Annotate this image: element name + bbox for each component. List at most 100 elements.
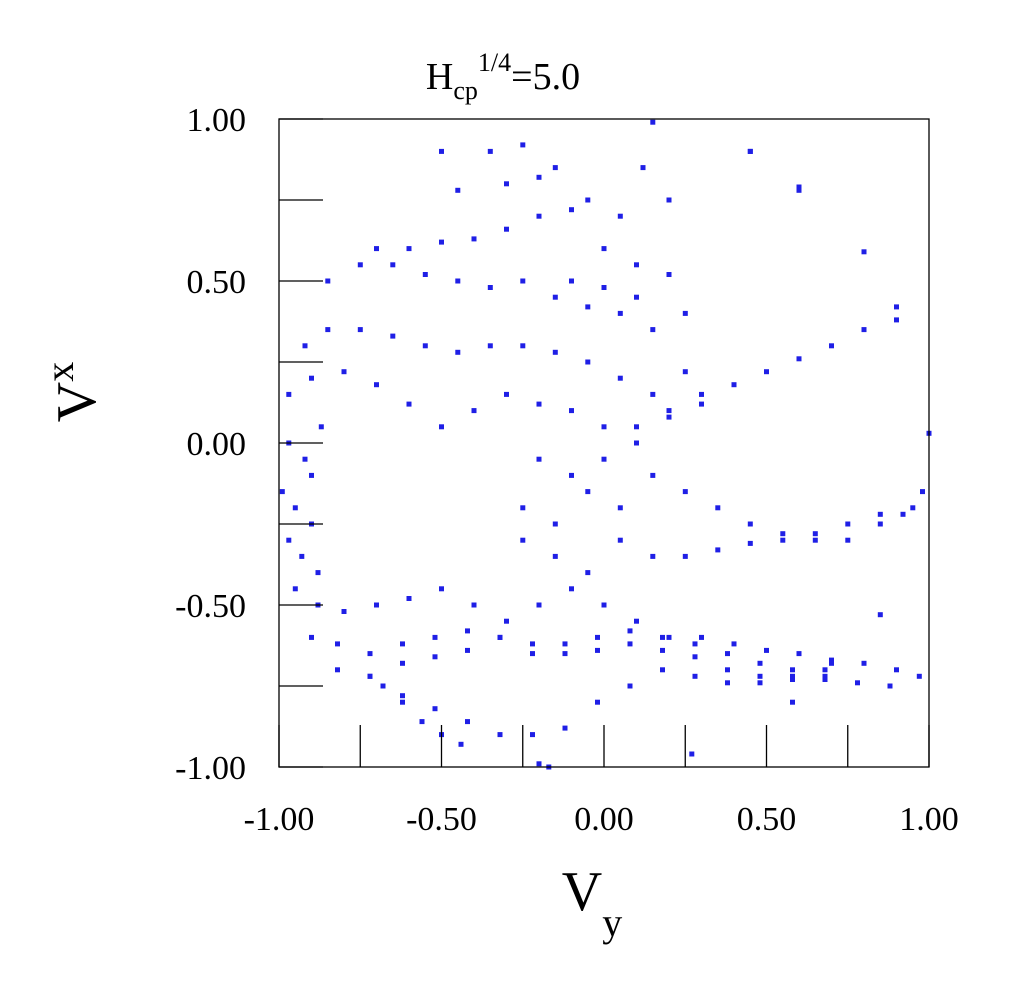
scatter-point — [916, 673, 922, 679]
scatter-point — [432, 654, 438, 660]
scatter-point — [692, 641, 698, 647]
scatter-point — [318, 424, 324, 430]
scatter-point — [617, 505, 623, 511]
scatter-point — [617, 375, 623, 381]
chart-title-rest: =5.0 — [511, 56, 580, 98]
x-tick-label: 0.00 — [574, 801, 634, 838]
scatter-point — [699, 391, 704, 397]
scatter-point — [601, 246, 607, 252]
scatter-point — [302, 456, 308, 462]
scatter-point — [595, 647, 600, 653]
y-tick-label: -0.50 — [175, 588, 246, 625]
scatter-point — [699, 634, 704, 640]
scatter-point — [471, 408, 477, 414]
scatter-point — [666, 634, 672, 640]
scatter-point — [715, 547, 721, 553]
scatter-point — [504, 226, 509, 232]
scatter-point — [552, 349, 558, 355]
scatter-point — [812, 531, 818, 537]
scatter-point — [341, 369, 347, 375]
scatter-point — [374, 602, 379, 608]
scatter-point — [520, 142, 526, 148]
scatter-point — [439, 148, 444, 154]
scatter-point — [536, 602, 542, 608]
scatter-point — [487, 285, 493, 290]
scatter-point — [640, 165, 646, 171]
scatter-point — [894, 304, 899, 310]
scatter-point — [627, 628, 633, 634]
scatter-point — [530, 641, 535, 647]
scatter-point — [731, 641, 737, 647]
scatter-point — [861, 660, 867, 666]
scatter-point — [520, 343, 526, 349]
x-axis-title-sub: y — [602, 900, 622, 945]
scatter-point — [357, 262, 363, 268]
scatter-point — [335, 667, 340, 673]
scatter-point — [829, 343, 834, 349]
scatter-point — [465, 628, 470, 634]
scatter-point — [390, 333, 396, 339]
scatter-point — [894, 667, 899, 673]
scatter-point — [634, 440, 639, 446]
scatter-point — [764, 647, 769, 653]
scatter-point — [666, 414, 672, 420]
scatter-point — [812, 537, 818, 543]
scatter-point — [731, 382, 737, 388]
scatter-point — [725, 651, 730, 657]
scatter-point — [380, 683, 386, 689]
scatter-point — [530, 732, 535, 738]
scatter-point — [487, 343, 493, 349]
scatter-point — [497, 634, 503, 640]
scatter-point — [855, 680, 860, 686]
scatter-point — [520, 537, 526, 543]
scatter-point — [325, 278, 331, 284]
scatter-point — [747, 521, 753, 527]
scatter-point — [325, 327, 331, 333]
scatter-point — [877, 521, 883, 527]
scatter-point — [617, 537, 623, 543]
scatter-point — [536, 213, 542, 219]
scatter-point — [439, 586, 444, 592]
scatter-point — [422, 272, 428, 277]
scatter-point — [455, 187, 461, 193]
scatter-point — [400, 699, 405, 705]
scatter-point — [877, 511, 883, 517]
x-tick-label: 1.00 — [899, 801, 959, 838]
scatter-point — [757, 660, 763, 666]
scatter-point — [569, 207, 574, 213]
scatter-point — [458, 741, 464, 747]
scatter-point — [465, 719, 470, 725]
scatter-point — [601, 285, 607, 290]
scatter-point — [302, 343, 308, 349]
x-axis-title-main: V — [562, 861, 602, 923]
scatter-point — [634, 262, 639, 268]
scatter-point — [455, 278, 461, 284]
scatter-point — [455, 349, 461, 355]
scatter-point — [747, 148, 753, 154]
scatter-point — [796, 651, 802, 657]
scatter-point — [682, 369, 688, 375]
scatter-point — [400, 660, 405, 666]
scatter-point — [562, 725, 568, 731]
axis-ticks — [278, 118, 930, 768]
scatter-point — [692, 654, 698, 660]
scatter-point — [552, 294, 558, 300]
y-axis-title-sub: x — [37, 362, 82, 382]
scatter-point — [292, 505, 298, 511]
scatter-point — [552, 553, 558, 559]
scatter-point — [286, 537, 292, 543]
scatter-point — [682, 310, 688, 316]
scatter-point — [725, 680, 730, 686]
scatter-point — [299, 553, 305, 559]
scatter-point — [422, 343, 428, 349]
scatter-point — [585, 570, 591, 576]
scatter-point — [309, 472, 314, 478]
scatter-point — [419, 719, 425, 725]
scatter-points — [279, 119, 932, 770]
scatter-point — [634, 618, 639, 624]
scatter-point — [439, 239, 444, 245]
scatter-point — [562, 651, 568, 657]
scatter-point — [682, 553, 688, 559]
scatter-point — [666, 272, 672, 277]
scatter-point — [406, 596, 412, 601]
